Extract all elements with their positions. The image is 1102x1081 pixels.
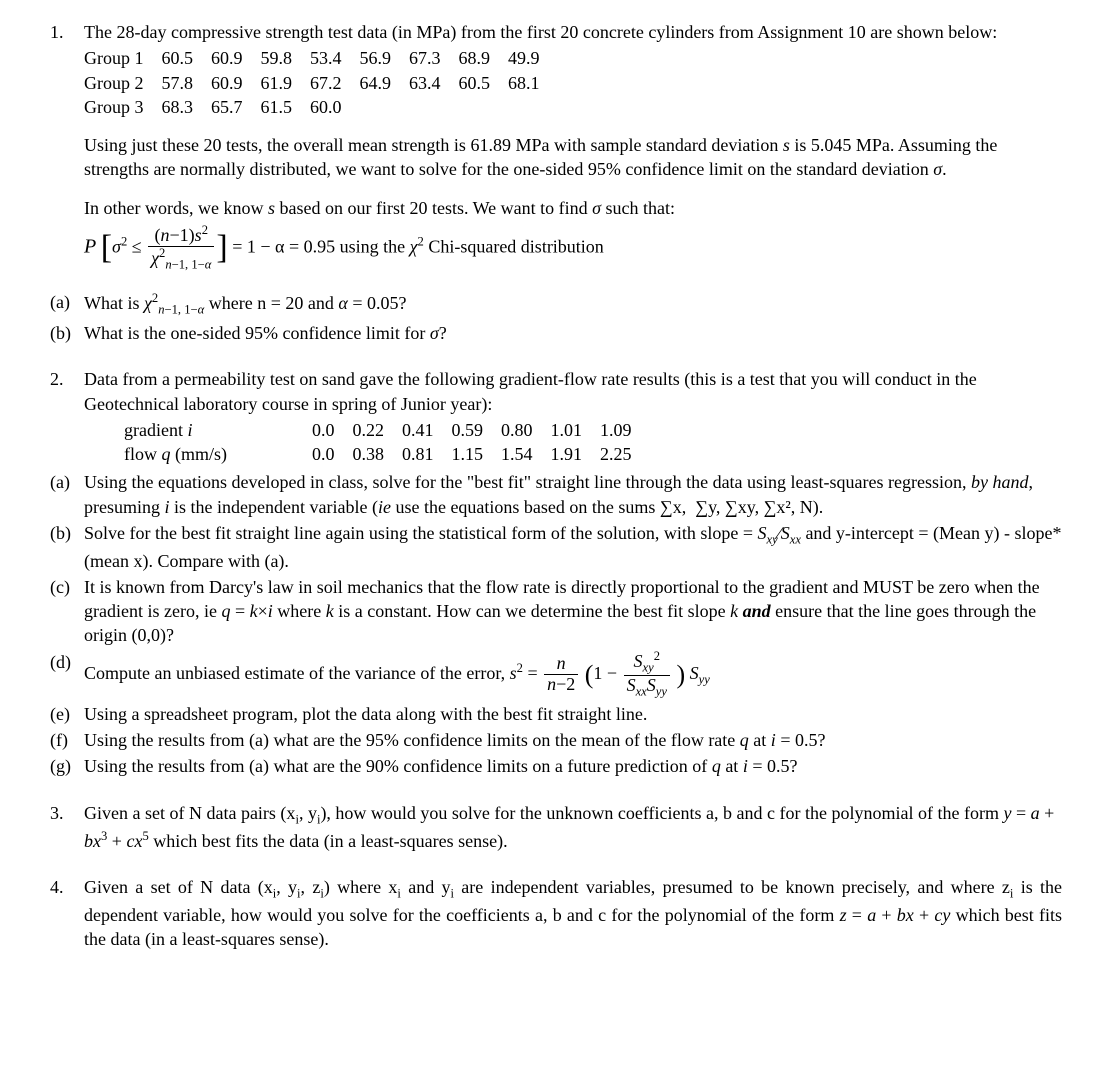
table-row: Group 2 57.8 60.9 61.9 67.2 64.9 63.4 60… (84, 71, 558, 95)
problem-number: 3. (50, 801, 84, 825)
part-label: (e) (50, 702, 84, 726)
intro-text: Data from a permeability test on sand ga… (84, 367, 1062, 416)
part-body: Using the equations developed in class, … (84, 470, 1062, 519)
problem-number: 2. (50, 367, 84, 391)
problem-body: Given a set of N data pairs (xi, yi), ho… (84, 801, 1062, 854)
problem-4: 4. Given a set of N data (xi, yi, zi) wh… (50, 875, 1062, 951)
part-body: Compute an unbiased estimate of the vari… (84, 650, 1062, 700)
table-row: gradient i 0.0 0.22 0.41 0.59 0.80 1.01 … (124, 418, 650, 442)
part-label: (f) (50, 728, 84, 752)
part-label: (a) (50, 470, 84, 494)
table-row: Group 3 68.3 65.7 61.5 60.0 (84, 95, 558, 119)
problem-number: 4. (50, 875, 84, 899)
part-body: Using a spreadsheet program, plot the da… (84, 702, 1062, 726)
part-label: (a) (50, 290, 84, 314)
part-body: Using the results from (a) what are the … (84, 728, 1062, 752)
intro-text: The 28-day compressive strength test dat… (84, 20, 1062, 44)
part-label: (g) (50, 754, 84, 778)
paragraph: Using just these 20 tests, the overall m… (84, 133, 1062, 182)
table-row: flow q (mm/s) 0.0 0.38 0.81 1.15 1.54 1.… (124, 442, 650, 466)
problem-2: 2. Data from a permeability test on sand… (50, 367, 1062, 778)
part-label: (b) (50, 521, 84, 545)
equation: P [σ2 ≤ (n−1)s2 χ2n−1, 1−α ] = 1 − α = 0… (84, 224, 1062, 272)
problem-body: The 28-day compressive strength test dat… (84, 20, 1062, 272)
part-body: It is known from Darcy's law in soil mec… (84, 575, 1062, 648)
paragraph: In other words, we know s based on our f… (84, 196, 1062, 220)
part-body: What is the one-sided 95% confidence lim… (84, 321, 1062, 345)
part-label: (d) (50, 650, 84, 674)
permeability-table: gradient i 0.0 0.22 0.41 0.59 0.80 1.01 … (124, 418, 650, 467)
table-row: Group 1 60.5 60.9 59.8 53.4 56.9 67.3 68… (84, 46, 558, 70)
strength-table: Group 1 60.5 60.9 59.8 53.4 56.9 67.3 68… (84, 46, 558, 119)
part-label: (b) (50, 321, 84, 345)
problem-body: Given a set of N data (xi, yi, zi) where… (84, 875, 1062, 951)
problem-3: 3. Given a set of N data pairs (xi, yi),… (50, 801, 1062, 854)
part-body: Using the results from (a) what are the … (84, 754, 1062, 778)
problem-number: 1. (50, 20, 84, 44)
part-body: Solve for the best fit straight line aga… (84, 521, 1062, 573)
problem-1: 1. The 28-day compressive strength test … (50, 20, 1062, 345)
part-body: What is χ2n−1, 1−α where n = 20 and α = … (84, 290, 1062, 319)
part-label: (c) (50, 575, 84, 599)
problem-body: Data from a permeability test on sand ga… (84, 367, 1062, 468)
